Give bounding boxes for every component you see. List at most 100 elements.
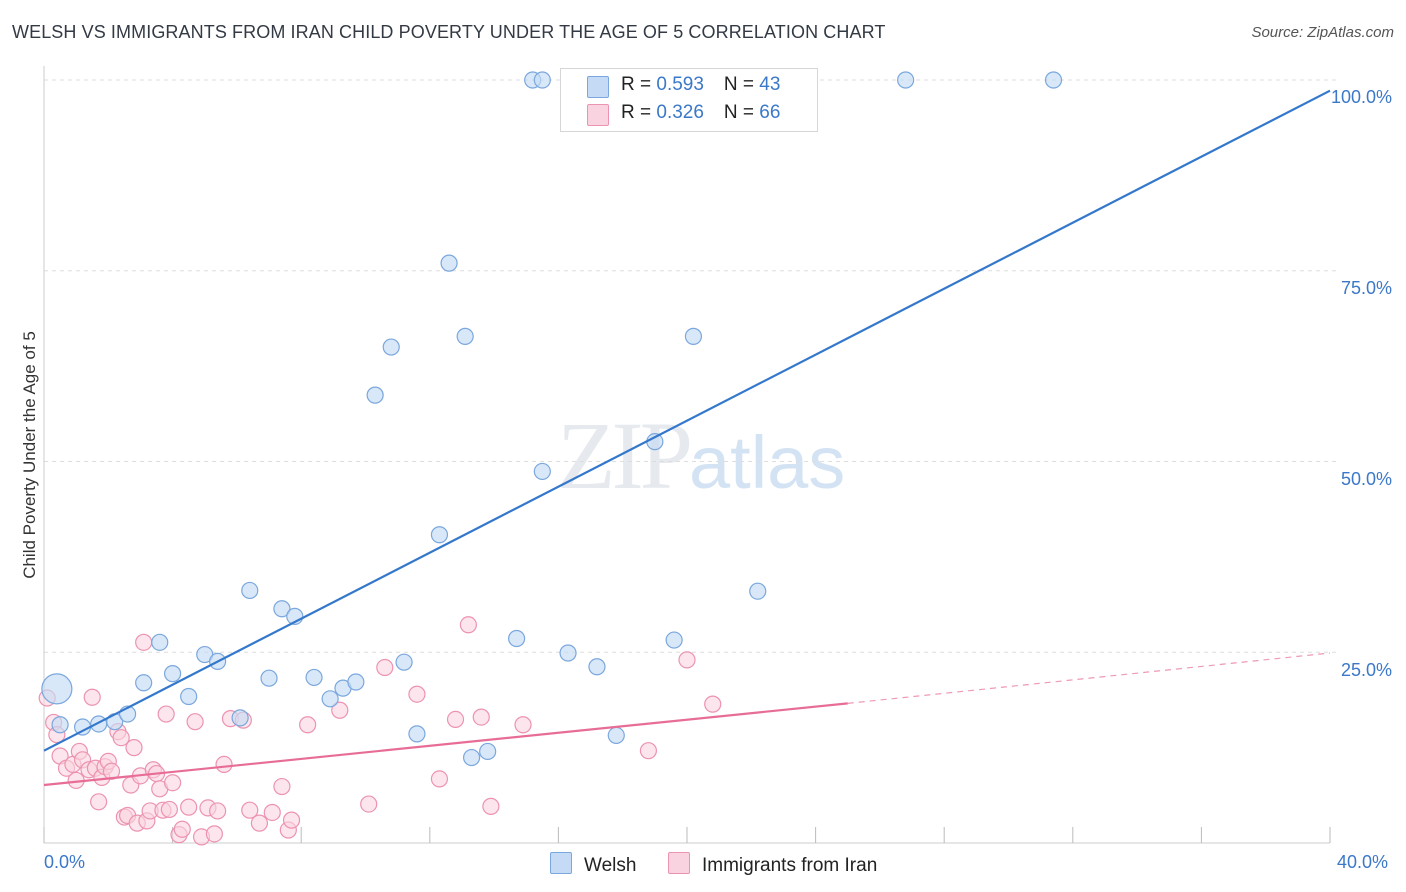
welsh-point xyxy=(408,725,426,743)
iran-point xyxy=(160,800,178,819)
iran-point xyxy=(205,825,223,843)
welsh-point xyxy=(440,254,458,272)
correlation-legend: R = 0.593 N = 43 R = 0.326 N = 66 xyxy=(560,68,818,132)
watermark: ZIPatlas xyxy=(557,400,845,511)
welsh-point xyxy=(559,644,577,662)
iran-point xyxy=(282,811,301,829)
legend-n-value-welsh: 43 xyxy=(759,74,781,95)
chart-title: WELSH VS IMMIGRANTS FROM IRAN CHILD POVE… xyxy=(12,22,886,42)
welsh-point xyxy=(305,668,323,687)
watermark-zip: ZIP xyxy=(557,402,693,509)
legend-swatch-iran xyxy=(587,104,609,126)
iran-point xyxy=(102,762,121,780)
x-tick-label-min: 0.0% xyxy=(44,852,86,872)
iran-point xyxy=(331,701,349,719)
bottom-legend-swatch-iran xyxy=(668,852,690,874)
iran-point xyxy=(459,616,477,634)
iran-point xyxy=(514,716,532,734)
welsh-point xyxy=(347,673,365,691)
iran-point xyxy=(376,658,394,677)
iran-point xyxy=(83,688,101,706)
welsh-point xyxy=(456,327,474,345)
iran-point xyxy=(157,705,175,723)
iran-point xyxy=(135,633,153,651)
iran-point xyxy=(472,708,490,726)
welsh-point xyxy=(607,726,625,745)
iran-point xyxy=(299,716,317,734)
source-label: Source: ZipAtlas.com xyxy=(1251,24,1394,41)
welsh-point xyxy=(479,742,497,761)
welsh-point xyxy=(180,687,198,706)
y-tick-label-100: 100.0% xyxy=(1330,87,1392,107)
iran-trendline-extension xyxy=(847,652,1331,704)
legend-r-value-iran: 0.326 xyxy=(656,102,704,123)
legend-r-value-welsh: 0.593 xyxy=(656,74,704,95)
welsh-point xyxy=(273,600,291,618)
welsh-point xyxy=(462,748,481,767)
iran-point xyxy=(215,755,233,774)
welsh-point xyxy=(241,581,259,600)
welsh-point xyxy=(382,338,400,356)
iran-point xyxy=(186,713,204,731)
iran-point xyxy=(90,793,108,811)
welsh-point xyxy=(321,690,339,708)
welsh-point xyxy=(533,71,551,89)
iran-point xyxy=(482,797,500,815)
y-tick-label-50: 50.0% xyxy=(1340,469,1392,489)
iran-point xyxy=(446,710,465,728)
watermark-atlas: atlas xyxy=(689,421,846,504)
legend-n-label: N = xyxy=(723,74,760,95)
legend-r-label: R = xyxy=(621,74,657,95)
welsh-point xyxy=(1044,71,1063,89)
welsh-point xyxy=(395,653,413,671)
welsh-point xyxy=(135,674,153,692)
welsh-point xyxy=(41,673,73,705)
legend-r-label: R = xyxy=(621,102,657,123)
iran-point xyxy=(125,739,143,757)
iran-point xyxy=(209,802,227,820)
bottom-legend-iran: Immigrants from Iran xyxy=(668,852,877,877)
welsh-point xyxy=(151,633,169,651)
iran-point xyxy=(678,651,696,669)
iran-point xyxy=(112,729,130,747)
iran-point xyxy=(430,770,449,788)
welsh-point xyxy=(508,629,526,648)
welsh-point xyxy=(665,631,683,649)
welsh-point xyxy=(684,327,703,345)
bottom-legend-swatch-welsh xyxy=(550,852,572,874)
iran-point xyxy=(273,777,291,796)
welsh-point xyxy=(588,658,606,676)
iran-point xyxy=(704,695,722,713)
welsh-trendline xyxy=(43,89,1331,752)
y-tick-label-75: 75.0% xyxy=(1340,278,1392,298)
welsh-point xyxy=(164,665,182,683)
welsh-point xyxy=(430,526,449,544)
welsh-point xyxy=(533,462,551,481)
welsh-point xyxy=(366,386,384,404)
bottom-legend-label-iran: Immigrants from Iran xyxy=(702,855,878,876)
bottom-legend-label-welsh: Welsh xyxy=(584,855,637,876)
iran-point xyxy=(241,801,259,819)
iran-point xyxy=(360,795,378,813)
iran-point xyxy=(164,774,182,792)
iran-point xyxy=(408,685,426,703)
y-tick-label-25: 25.0% xyxy=(1340,660,1392,680)
welsh-point xyxy=(749,582,767,600)
iran-point xyxy=(639,742,658,760)
iran-point xyxy=(250,814,269,832)
iran-point xyxy=(263,803,281,822)
welsh-point xyxy=(897,71,915,89)
welsh-point xyxy=(231,709,249,727)
legend-n-value-iran: 66 xyxy=(759,102,781,123)
iran-point xyxy=(173,820,191,838)
legend-n-label: N = xyxy=(723,102,760,123)
welsh-point xyxy=(260,669,278,687)
legend-swatch-welsh xyxy=(587,76,609,98)
welsh-point xyxy=(90,715,108,733)
iran-trendline xyxy=(43,702,848,787)
bottom-legend-welsh: Welsh xyxy=(550,852,636,877)
welsh-point xyxy=(51,716,69,734)
x-tick-label-max: 40.0% xyxy=(1337,852,1389,872)
iran-point xyxy=(180,798,198,816)
